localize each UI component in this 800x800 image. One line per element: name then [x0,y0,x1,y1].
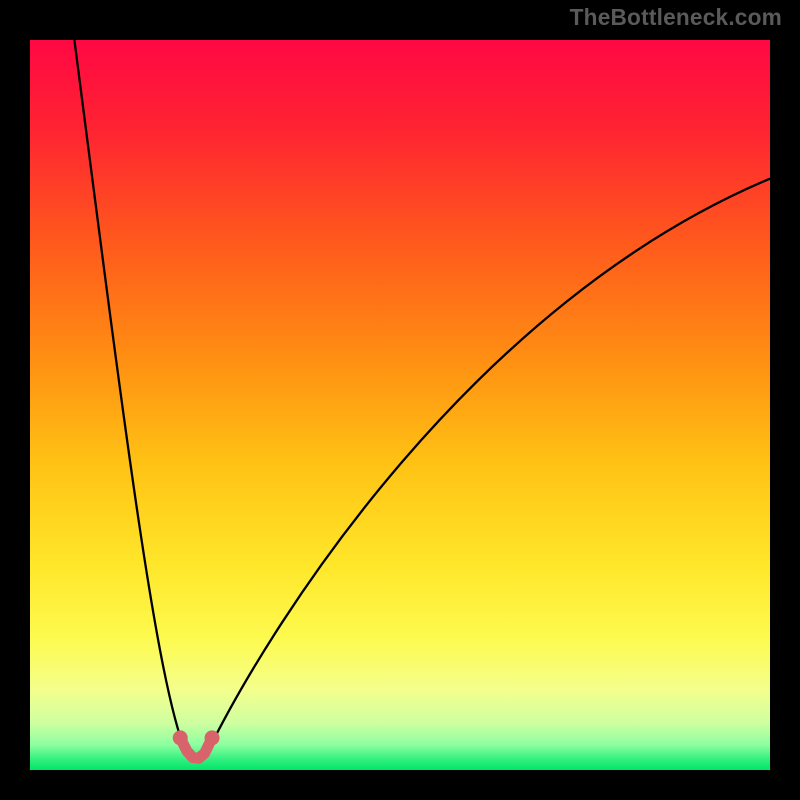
plot-background [30,40,770,770]
watermark-text: TheBottleneck.com [570,4,782,31]
chart-svg [0,0,800,800]
chart-container: TheBottleneck.com [0,0,800,800]
valley-marker-dot-left [173,730,188,745]
valley-marker-dot-right [205,730,220,745]
